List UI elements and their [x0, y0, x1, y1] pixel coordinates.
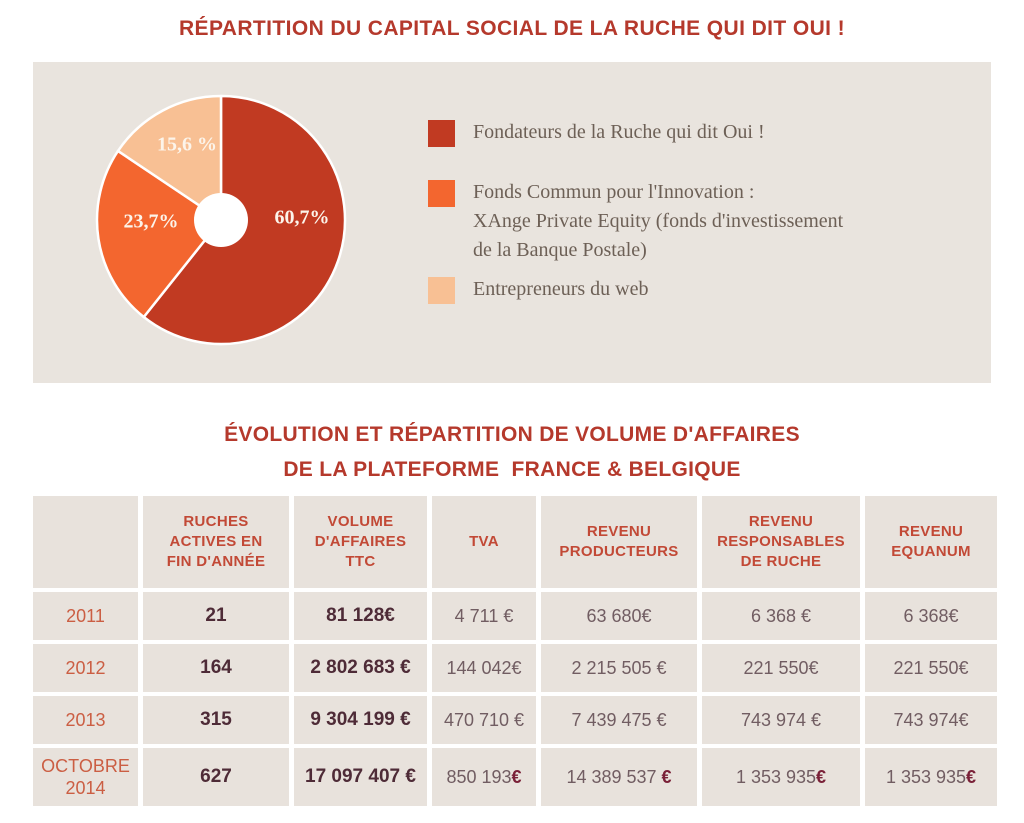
- legend-swatch-icon: [428, 277, 455, 304]
- euro-sign: €: [966, 766, 977, 787]
- value-cell: 743 974€: [865, 696, 997, 744]
- main-title: RÉPARTITION DU CAPITAL SOCIAL DE LA RUCH…: [178, 17, 845, 40]
- volume-table: RUCHES ACTIVES EN FIN D'ANNÉE VOLUME D'AFFAI…: [28, 492, 1002, 810]
- legend-label: Fonds Commun pour l'Innovation : XAnge Pr…: [473, 181, 844, 261]
- pie-slice-2: [116, 94, 223, 222]
- value-cell: 81 128€: [294, 592, 427, 640]
- pie-legend: Fondateurs de la Ruche qui dit Oui ! Fond…: [428, 118, 968, 304]
- euro-sign: €: [661, 766, 672, 787]
- secondary-title: ÉVOLUTION ET RÉPARTITION DE VOLUME D'AFF…: [0, 417, 1024, 487]
- value-cell: 14 389 537 €: [541, 748, 697, 806]
- legend-item-2: Entrepreneurs du web: [428, 275, 968, 304]
- value-cell: 6 368 €: [702, 592, 860, 640]
- table-header-cell-0: [33, 496, 138, 588]
- pie-chart: 60,7% 23,7% 15,6 %: [95, 94, 347, 346]
- year-cell: 2012: [33, 644, 138, 692]
- value-cell: 164: [143, 644, 289, 692]
- year-cell: OCTOBRE 2014: [33, 748, 138, 806]
- table-header-cell-4: REVENU PRODUCTEURS: [541, 496, 697, 588]
- legend-item-0: Fondateurs de la Ruche qui dit Oui !: [428, 118, 968, 147]
- donut-hole: [194, 193, 248, 247]
- value-cell: 315: [143, 696, 289, 744]
- value-cell: 221 550€: [865, 644, 997, 692]
- value-cell: 743 974 €: [702, 696, 860, 744]
- value-cell: 850 193€: [432, 748, 536, 806]
- value-cell: 627: [143, 748, 289, 806]
- pie-slice-1: [95, 149, 223, 319]
- euro-sign: €: [816, 766, 827, 787]
- legend-swatch-icon: [428, 120, 455, 147]
- value-cell: 1 353 935€: [865, 748, 997, 806]
- table-row-2013: 2013 315 9 304 199 €470 710 €7 439 475 €74…: [33, 696, 997, 744]
- table-header-row: RUCHES ACTIVES EN FIN D'ANNÉE VOLUME D'AFFAI…: [33, 496, 997, 588]
- capital-chart-panel: 60,7% 23,7% 15,6 % Fondateurs de la Ruche …: [33, 62, 991, 383]
- table-row-2012: 2012 164 2 802 683 €144 042€ 2 215 505 €221…: [33, 644, 997, 692]
- pie-value-label-1: 23,7%: [124, 211, 179, 233]
- year-cell: 2013: [33, 696, 138, 744]
- value-cell: 470 710 €: [432, 696, 536, 744]
- value-cell: 2 802 683 €: [294, 644, 427, 692]
- legend-item-1: Fonds Commun pour l'Innovation : XAnge Pr…: [428, 178, 968, 265]
- value-cell: 4 711 €: [432, 592, 536, 640]
- value-cell: 1 353 935€: [702, 748, 860, 806]
- value-cell: 7 439 475 €: [541, 696, 697, 744]
- volume-table-wrap: RUCHES ACTIVES EN FIN D'ANNÉE VOLUME D'AFFAI…: [28, 492, 1002, 810]
- value-cell: 221 550€: [702, 644, 860, 692]
- pie-value-label-2: 15,6 %: [157, 134, 217, 156]
- table-header-cell-1: RUCHES ACTIVES EN FIN D'ANNÉE: [143, 496, 289, 588]
- legend-label: Entrepreneurs du web: [473, 278, 649, 300]
- legend-label: Fondateurs de la Ruche qui dit Oui !: [473, 121, 765, 143]
- secondary-title-line2: DE LA PLATEFORME FRANCE & BELGIQUE: [283, 458, 741, 481]
- value-cell: 2 215 505 €: [541, 644, 697, 692]
- secondary-title-line1: ÉVOLUTION ET RÉPARTITION DE VOLUME D'AFF…: [224, 423, 800, 446]
- year-cell: 2011: [33, 592, 138, 640]
- euro-sign: €: [511, 766, 522, 787]
- value-cell: 21: [143, 592, 289, 640]
- value-cell: 9 304 199 €: [294, 696, 427, 744]
- table-header-cell-5: REVENU RESPONSABLES DE RUCHE: [702, 496, 860, 588]
- table-header-cell-3: TVA: [432, 496, 536, 588]
- table-row-octobre-2014: OCTOBRE 2014 627 17 097 407 €850 193€ 14 38…: [33, 748, 997, 806]
- value-cell: 63 680€: [541, 592, 697, 640]
- value-cell: 6 368€: [865, 592, 997, 640]
- value-cell: 144 042€: [432, 644, 536, 692]
- pie-value-label-0: 60,7%: [275, 207, 330, 229]
- table-row-2011: 2011 21 81 128€ 4 711 €63 680€ 6 368 €6 368€: [33, 592, 997, 640]
- legend-swatch-icon: [428, 180, 455, 207]
- value-cell: 17 097 407 €: [294, 748, 427, 806]
- table-header-cell-2: VOLUME D'AFFAIRES TTC: [294, 496, 427, 588]
- table-header-cell-6: REVENU EQUANUM: [865, 496, 997, 588]
